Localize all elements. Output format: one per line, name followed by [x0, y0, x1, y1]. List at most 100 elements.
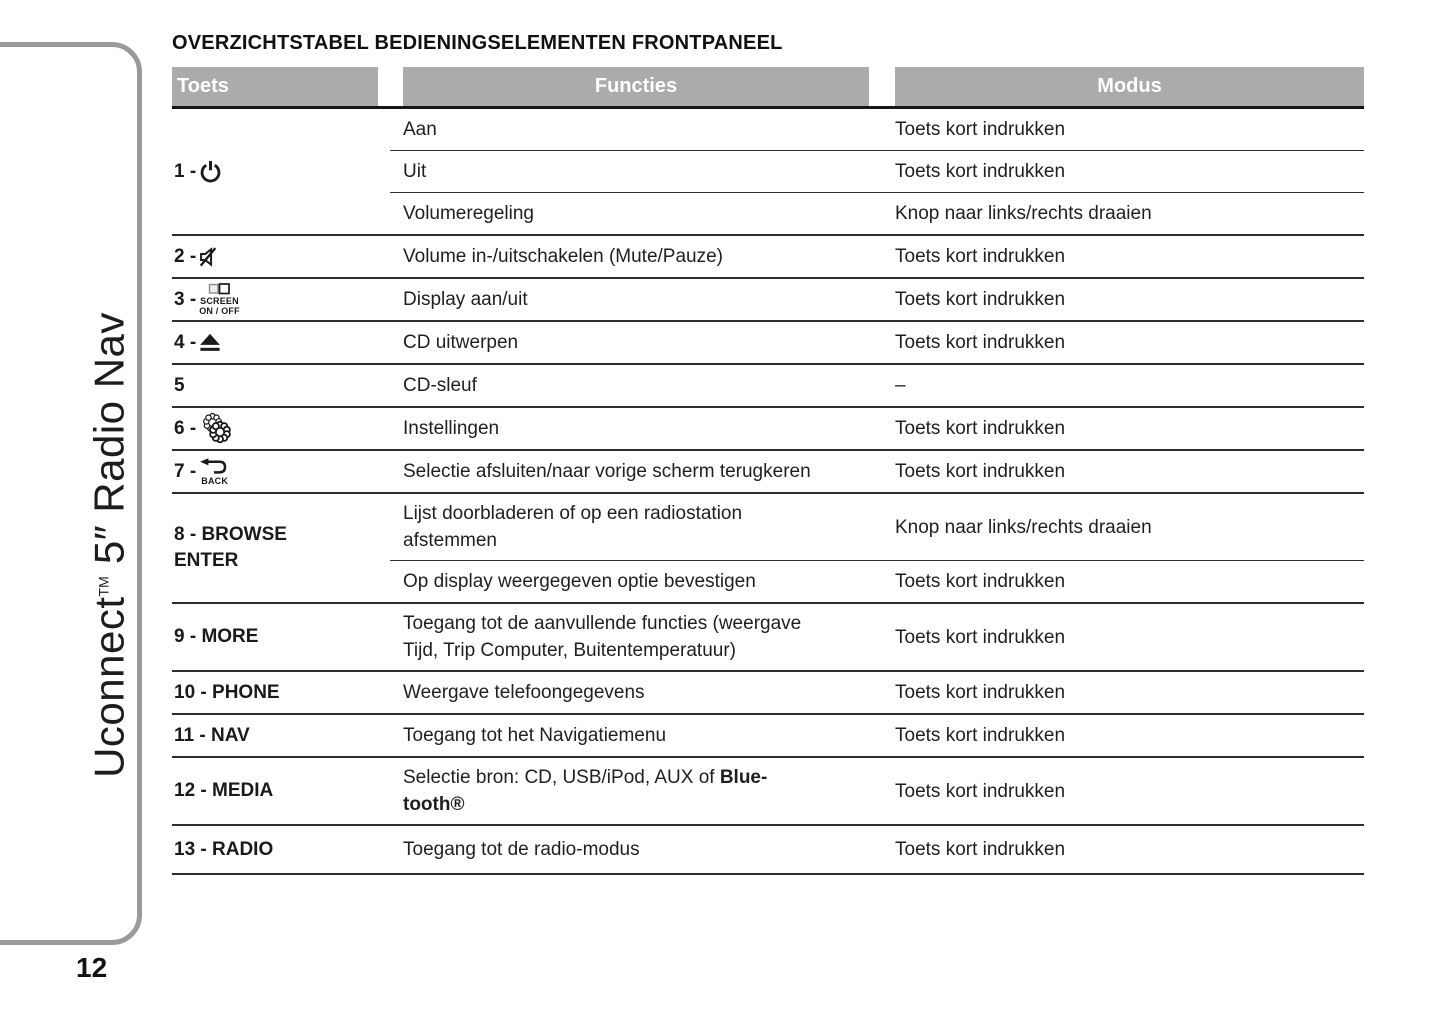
toets-cell: 3 - SCREEN ON / OFF: [172, 279, 390, 320]
functie-cell: Selectie bron: CD, USB/iPod, AUX of Blue…: [390, 758, 895, 824]
table-row: 4 - CD uitwerpen Toets kort indrukken: [172, 322, 1364, 365]
table-row: 2 - Volume in-/uitschakelen (Mute/Pauze)…: [172, 236, 1364, 279]
modus-text: Toets kort indrukken: [895, 119, 1066, 140]
settings-icon: [203, 412, 231, 444]
toets-key-label: 2 -: [174, 244, 196, 270]
toets-key-label: 3 -: [174, 287, 196, 313]
table-subrow: Toegang tot het Navigatiemenu Toets kort …: [390, 715, 1364, 756]
modus-text: Toets kort indrukken: [895, 725, 1066, 746]
functie-cell: Volume in-/uitschakelen (Mute/Pauze): [390, 237, 895, 276]
modus-cell: Toets kort indrukken: [895, 722, 1364, 749]
functie-cell: Toegang tot de radio-modus: [390, 830, 895, 869]
toets-cell: 4 -: [172, 322, 390, 363]
functie-cell: Selectie afsluiten/naar vorige scherm te…: [390, 452, 895, 491]
row-subrows: Toegang tot de radio-modus Toets kort ind…: [390, 826, 1364, 873]
functie-text: Toegang tot de radio-modus: [403, 839, 640, 860]
modus-text: Knop naar links/rechts draaien: [895, 203, 1152, 224]
modus-cell: Toets kort indrukken: [895, 158, 1364, 185]
functie-text: Aan: [403, 119, 437, 140]
toets-cell: 11 - NAV: [172, 715, 390, 756]
table-subrow: Volume in-/uitschakelen (Mute/Pauze) Toet…: [390, 236, 1364, 277]
toets-cell: 12 - MEDIA: [172, 758, 390, 824]
modus-cell: Toets kort indrukken: [895, 568, 1364, 595]
functie-cell: Lijst doorbladeren of op een radiostatio…: [390, 494, 895, 560]
row-subrows: Toegang tot de aanvullende functies (wee…: [390, 604, 1364, 670]
row-subrows: Lijst doorbladeren of op een radiostatio…: [390, 494, 1364, 602]
functie-cell: CD-sleuf: [390, 366, 895, 405]
toets-cell: 9 - MORE: [172, 604, 390, 670]
sidebar-tab: [0, 42, 142, 945]
table-subrow: Display aan/uit Toets kort indrukken: [390, 279, 1364, 320]
table-subrow: CD-sleuf –: [390, 365, 1364, 406]
modus-cell: Toets kort indrukken: [895, 624, 1364, 651]
modus-cell: Toets kort indrukken: [895, 415, 1364, 442]
functie-text: Toegang tot het Navigatiemenu: [403, 725, 667, 746]
row-subrows: CD-sleuf –: [390, 365, 1364, 406]
table-subrow: Selectie bron: CD, USB/iPod, AUX of Blue…: [390, 758, 1364, 824]
functie-cell: Weergave telefoongegevens: [390, 673, 895, 712]
sidebar-title-brand: Uconnect: [85, 596, 133, 778]
table-row: 3 - SCREEN ON / OFF Display aan/uit Toets k…: [172, 279, 1364, 322]
modus-text: –: [895, 375, 906, 396]
functie-cell: Aan: [390, 110, 895, 149]
toets-key-text: 8 - BROWSE: [174, 524, 287, 545]
table-row: 10 - PHONE Weergave telefoongegevens Toets…: [172, 672, 1364, 715]
table-header-row: Toets Functies Modus: [172, 67, 1364, 109]
toets-cell: 13 - RADIO: [172, 826, 390, 873]
functie-text: Toegang tot de aanvullende functies (wee…: [403, 613, 802, 634]
table-row: 9 - MORE Toegang tot de aanvullende funct…: [172, 604, 1364, 672]
screen-on-off-icon: [209, 283, 231, 295]
page-content: OVERZICHTSTABEL BEDIENINGSELEMENTEN FRON…: [172, 32, 1364, 875]
page-heading: OVERZICHTSTABEL BEDIENINGSELEMENTEN FRON…: [172, 32, 783, 54]
table-subrow: Instellingen Toets kort indrukken: [390, 408, 1364, 449]
table-subrow: Op display weergegeven optie bevestigen T…: [390, 560, 1364, 602]
modus-text: Toets kort indrukken: [895, 161, 1066, 182]
functie-cell: Volumeregeling: [390, 194, 895, 233]
table-subrow: CD uitwerpen Toets kort indrukken: [390, 322, 1364, 363]
modus-cell: Knop naar links/rechts draaien: [895, 200, 1364, 227]
toets-key-label: 6 -: [174, 416, 196, 442]
toets-key-label: 7 -: [174, 459, 196, 485]
modus-cell: Toets kort indrukken: [895, 836, 1364, 863]
eject-icon: [200, 333, 221, 351]
page-number: 12: [76, 952, 108, 983]
mute-icon: [200, 246, 217, 267]
toets-cell: 6 -: [172, 408, 390, 449]
toets-key-text: 4 -: [174, 331, 197, 353]
modus-cell: Toets kort indrukken: [895, 329, 1364, 356]
table-subrow: Toegang tot de aanvullende functies (wee…: [390, 604, 1364, 670]
functie-cell: Toegang tot het Navigatiemenu: [390, 716, 895, 755]
toets-cell: 1 -: [172, 109, 390, 234]
modus-text: Toets kort indrukken: [895, 461, 1066, 482]
table-row: 8 - BROWSE ENTER Lijst doorbladeren of op …: [172, 494, 1364, 604]
toets-cell: 8 - BROWSE ENTER: [172, 494, 390, 602]
modus-cell: –: [895, 372, 1364, 399]
sidebar-title-model: 5″ Radio Nav: [85, 312, 133, 565]
functie-cell: Op display weergegeven optie bevestigen: [390, 562, 895, 601]
table-row: 12 - MEDIA Selectie bron: CD, USB/iPod, A…: [172, 758, 1364, 826]
functie-text: Instellingen: [403, 418, 500, 439]
toets-key-text: 6 -: [174, 417, 197, 439]
modus-text: Toets kort indrukken: [895, 246, 1066, 267]
modus-cell: Knop naar links/rechts draaien: [895, 514, 1364, 541]
table-subrow: Uit Toets kort indrukken: [390, 150, 1364, 192]
toets-icon-caption: BACK: [201, 475, 229, 486]
functie-text: Volume in-/uitschakelen (Mute/Pauze): [403, 246, 723, 267]
toets-key-text: 5: [174, 374, 185, 396]
table-subrow: Volumeregeling Knop naar links/rechts dra…: [390, 192, 1364, 234]
table-header-toets: Toets: [172, 67, 378, 106]
toets-key-label: 4 -: [174, 330, 196, 356]
functie-cell: Instellingen: [390, 409, 895, 448]
toets-key-text: 2 -: [174, 245, 197, 267]
modus-cell: Toets kort indrukken: [895, 778, 1364, 805]
row-subrows: Toegang tot het Navigatiemenu Toets kort …: [390, 715, 1364, 756]
functie-text: Selectie bron: CD, USB/iPod, AUX of: [403, 767, 720, 788]
toets-key-label: 10 - PHONE: [174, 680, 280, 706]
table-row: 13 - RADIO Toegang tot de radio-modus Toet…: [172, 826, 1364, 875]
toets-key-label: 11 - NAV: [174, 723, 250, 749]
table-subrow: Weergave telefoongegevens Toets kort indr…: [390, 672, 1364, 713]
modus-text: Toets kort indrukken: [895, 839, 1066, 860]
table-row: 1 - Aan Toets kort indrukken Uit Toets kort…: [172, 109, 1364, 236]
table-header-functies: Functies: [403, 67, 869, 106]
